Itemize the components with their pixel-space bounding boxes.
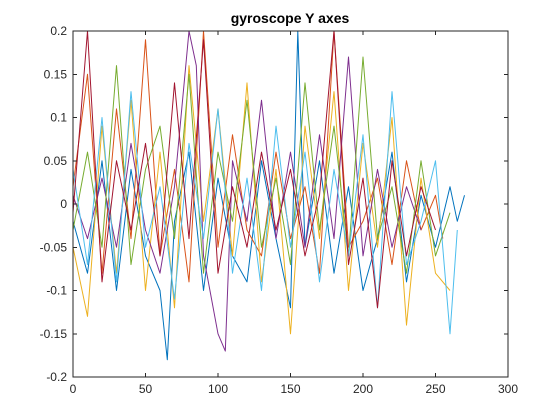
- y-tick-label: 0: [60, 197, 67, 211]
- y-tick-label: 0.05: [44, 154, 68, 168]
- plot-box: [72, 30, 509, 378]
- series-line-6: [73, 91, 458, 335]
- x-tick-label: 200: [353, 382, 373, 396]
- axes-layer: 0 50 100 150 200 250 300 -0.2 -0.15 -0.1 -0.05 0 0.0…: [40, 24, 519, 396]
- y-tick-label: -0.1: [46, 284, 67, 298]
- y-tick-label: 0.15: [44, 67, 68, 81]
- series-layer: [73, 31, 465, 361]
- x-tick-label: 150: [280, 382, 300, 396]
- x-tick-label: 50: [139, 382, 153, 396]
- x-tick-label: 300: [498, 382, 518, 396]
- x-tick-label: 0: [70, 382, 77, 396]
- chart-title: gyroscope Y axes: [231, 10, 350, 26]
- x-tick-label: 100: [208, 382, 228, 396]
- y-tick-label: 0.2: [50, 24, 67, 38]
- y-tick-label: -0.2: [46, 370, 67, 384]
- y-tick-label: 0.1: [50, 111, 67, 125]
- y-tick-label: -0.05: [40, 240, 68, 254]
- series-line-5: [73, 56, 451, 274]
- series-line-7: [73, 31, 436, 309]
- series-line-4: [73, 31, 422, 352]
- x-tick-label: 250: [425, 382, 445, 396]
- y-tick-label: -0.15: [40, 327, 68, 341]
